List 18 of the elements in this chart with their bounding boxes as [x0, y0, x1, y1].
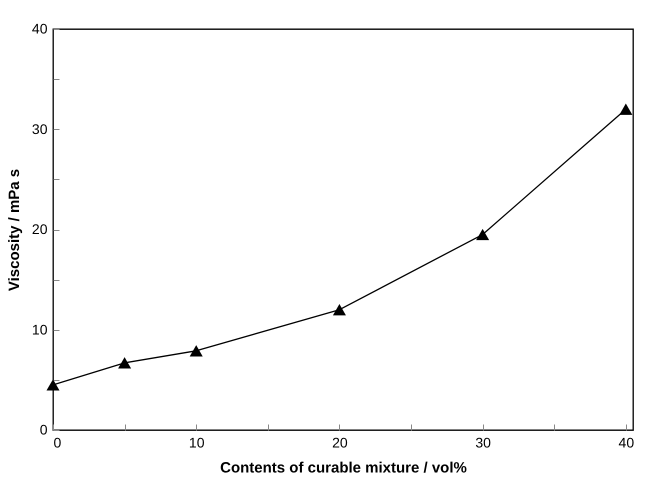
x-tick-label: 20 [332, 434, 348, 450]
y-tick-label: 20 [32, 221, 48, 237]
y-tick-label: 10 [32, 321, 48, 338]
x-tick-label: 40 [618, 434, 634, 450]
point [46, 379, 60, 391]
x-tick-label: 10 [188, 434, 205, 450]
point [118, 357, 132, 368]
x-tick-label: 30 [475, 434, 492, 450]
y-tick-label: 0 [40, 422, 48, 438]
point [619, 104, 632, 115]
point [190, 345, 203, 356]
x-axis-title: Contents of curable mixture / vol% [220, 460, 467, 476]
x-tick-label: 0 [54, 434, 62, 450]
point [476, 228, 490, 240]
y-axis-title: Viscosity / mPa s [6, 168, 23, 292]
y-tick-label: 30 [32, 120, 48, 137]
y-tick-label: 40 [32, 20, 48, 36]
point [332, 304, 346, 316]
